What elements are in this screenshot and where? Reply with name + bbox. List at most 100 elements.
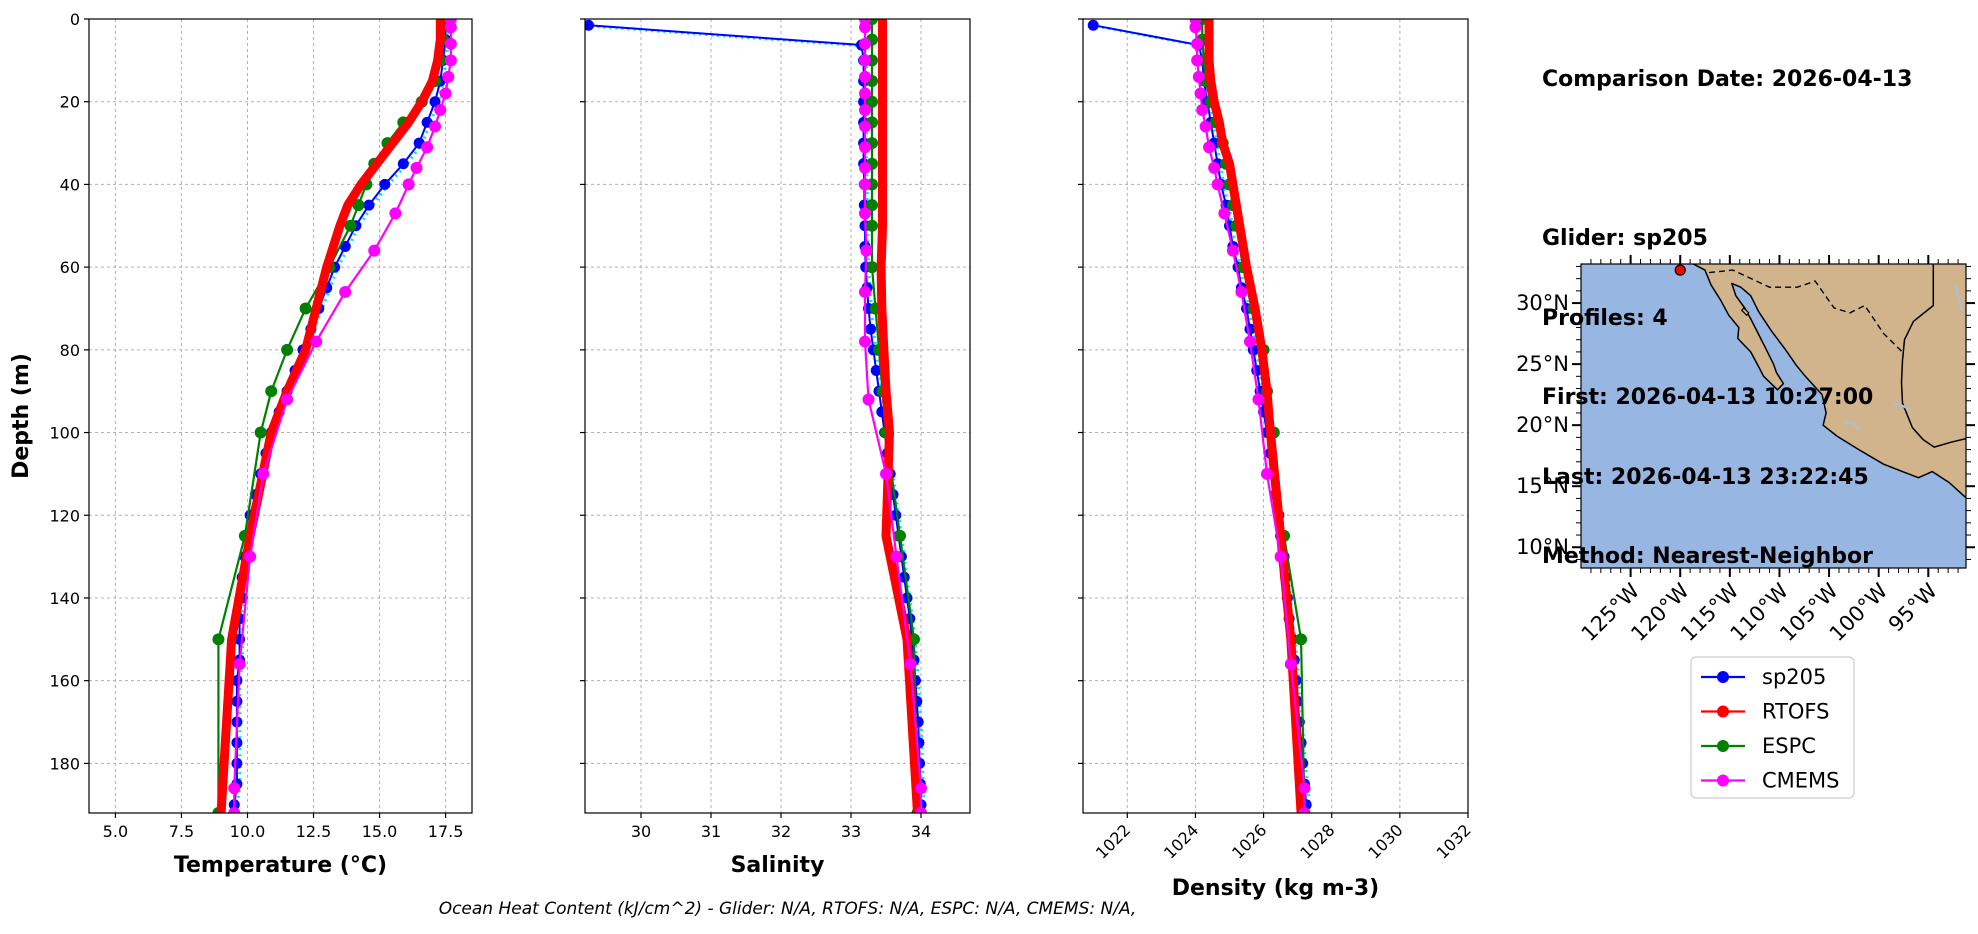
- point-sp205: [585, 19, 594, 31]
- plot-frame: [584, 18, 971, 814]
- y-axis-label: Depth (m): [9, 353, 34, 479]
- profile-panel-3: 1022 1024 1026 1028 1030 1032 Density (kg m-3): [1078, 18, 1475, 901]
- series-line-rtofs: [1204, 19, 1306, 813]
- y-tick-label: 100: [49, 424, 80, 443]
- series-line-cmems: [1194, 19, 1306, 813]
- profile-count: Profiles: 4: [1542, 305, 1668, 331]
- map-lat-label: 30°N: [1516, 291, 1569, 315]
- point-cmems: [244, 550, 257, 563]
- point-cmems: [1226, 244, 1239, 257]
- legend-label: RTOFS: [1762, 700, 1829, 724]
- map-lat-label: 15°N: [1516, 474, 1569, 498]
- point-espc: [352, 199, 365, 212]
- point-cmems: [228, 807, 241, 813]
- point-cmems: [915, 782, 927, 795]
- point-cmems: [339, 285, 352, 298]
- point-sp205: [379, 178, 391, 190]
- x-tick-label: 33: [841, 822, 861, 841]
- point-espc: [299, 302, 312, 315]
- point-cmems: [1298, 807, 1311, 813]
- first-time: First: 2026-04-13 10:27:00: [1542, 385, 1874, 410]
- glider-name: Glider: sp205: [1542, 226, 1708, 251]
- series-group: [585, 19, 927, 813]
- point-cmems: [1194, 87, 1207, 100]
- series-line-sp205-secondary: [235, 20, 451, 806]
- y-tick-label: 40: [60, 175, 80, 194]
- point-cmems: [1252, 393, 1265, 406]
- point-cmems: [1191, 37, 1204, 50]
- x-tick-label: 17.5: [428, 822, 464, 841]
- point-cmems: [1298, 782, 1311, 795]
- point-cmems: [444, 37, 457, 50]
- point-espc: [866, 219, 878, 232]
- series-line-espc: [217, 19, 447, 813]
- ocean-heat-content-caption: Ocean Heat Content (kJ/cm^2) - Glider: N…: [438, 899, 1137, 919]
- legend-label: sp205: [1762, 665, 1826, 689]
- x-tick-label: 1024: [1160, 820, 1202, 862]
- x-tick-label: 15.0: [362, 822, 398, 841]
- map-border: [1708, 269, 1904, 354]
- plot-frame: [88, 18, 473, 814]
- y-tick-label: 60: [60, 258, 80, 277]
- point-espc: [281, 343, 294, 356]
- point-sp205: [1087, 19, 1099, 31]
- point-cmems: [860, 244, 873, 257]
- x-tick-label: 31: [701, 822, 721, 841]
- point-sp205: [865, 323, 877, 335]
- map-river: [1954, 284, 1963, 311]
- point-cmems: [233, 658, 246, 671]
- profile-panel-2: 30 31 32 33 34 Salinity: [580, 18, 971, 878]
- map-lake: [1843, 420, 1861, 431]
- point-espc: [866, 261, 878, 274]
- x-tick-label: 10.0: [230, 822, 266, 841]
- x-tick-label: 1028: [1296, 820, 1338, 862]
- point-espc: [866, 199, 878, 212]
- legend: sp205 RTOFS ESPC CMEMS: [1690, 656, 1855, 799]
- series-group: [1087, 19, 1312, 813]
- point-cmems: [859, 21, 871, 34]
- legend-marker: [1717, 671, 1729, 683]
- profile-panel-1: 0 20 40 60 80 100 120 140 160 180 5.0 7.5 10.0 12.5 15…: [9, 10, 473, 878]
- y-tick-label: 20: [60, 93, 80, 112]
- point-cmems: [368, 244, 381, 257]
- point-cmems: [444, 54, 457, 67]
- last-time: Last: 2026-04-13 23:22:45: [1542, 464, 1869, 490]
- point-cmems: [257, 467, 270, 480]
- legend-marker: [1717, 740, 1729, 752]
- x-tick-label: 1032: [1433, 820, 1475, 862]
- point-cmems: [1199, 120, 1212, 133]
- point-cmems: [429, 120, 442, 133]
- point-cmems: [859, 178, 871, 191]
- point-cmems: [228, 782, 241, 795]
- point-cmems: [1191, 54, 1204, 67]
- series-line-rtofs: [216, 19, 445, 813]
- map-lat-label: 25°N: [1516, 352, 1569, 376]
- x-tick-label: 30: [631, 822, 651, 841]
- point-cmems: [281, 393, 294, 406]
- point-espc: [212, 633, 225, 646]
- point-cmems: [859, 161, 871, 174]
- y-tick-label: 80: [60, 341, 80, 360]
- legend-marker: [1717, 705, 1729, 718]
- x-tick-label: 34: [911, 822, 931, 841]
- point-cmems: [859, 207, 871, 220]
- x-tick-label: 12.5: [296, 822, 332, 841]
- point-sp205: [363, 199, 375, 211]
- point-espc: [344, 219, 357, 232]
- map-lat-label: 20°N: [1516, 413, 1569, 437]
- point-cmems: [310, 335, 323, 348]
- series-line-rtofs: [876, 19, 922, 813]
- plot-frame: [1082, 18, 1469, 814]
- point-cmems: [1203, 141, 1216, 154]
- point-cmems: [410, 161, 423, 174]
- point-sp205: [397, 158, 409, 170]
- y-tick-label: 0: [70, 10, 80, 29]
- point-sp205: [231, 757, 243, 769]
- legend-box: [1690, 656, 1855, 799]
- point-cmems: [1218, 207, 1231, 220]
- x-axis-label: Salinity: [731, 853, 825, 878]
- series-line-sp205-secondary: [1095, 24, 1311, 806]
- x-tick-label: 5.0: [103, 822, 128, 841]
- point-cmems: [1243, 335, 1256, 348]
